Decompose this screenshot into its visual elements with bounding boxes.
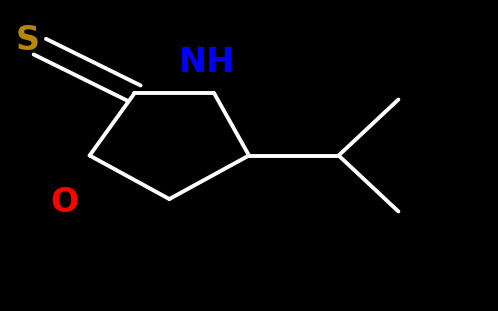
Text: S: S: [15, 24, 39, 57]
Text: NH: NH: [179, 46, 235, 79]
Text: O: O: [51, 186, 79, 219]
